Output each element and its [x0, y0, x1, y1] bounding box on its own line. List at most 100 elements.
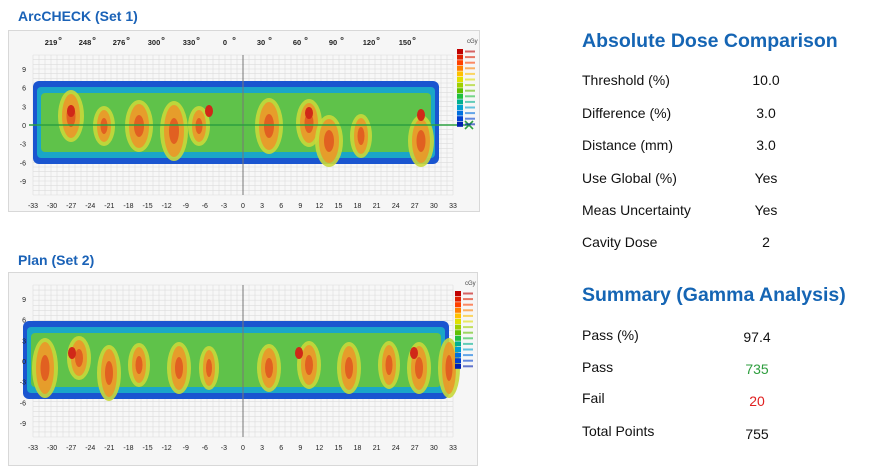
legend-swatch [457, 77, 463, 82]
difference-value: 3.0 [756, 105, 776, 121]
x-tick-label: -33 [28, 445, 38, 452]
legend-swatch [455, 330, 461, 336]
angle-label: 60 [293, 38, 301, 47]
x-tick-label: -6 [202, 445, 208, 452]
degree-symbol: o [412, 36, 416, 42]
legend-label-mark [463, 309, 473, 312]
legend-label-mark [465, 72, 475, 75]
y-tick-label: -9 [20, 421, 26, 428]
legend-swatch [457, 71, 463, 77]
pass-count-value: 735 [745, 361, 769, 377]
legend-swatch [455, 358, 461, 364]
legend-swatch [455, 307, 461, 313]
x-tick-label: -3 [221, 445, 227, 452]
dose-hotspot-core [40, 355, 50, 381]
legend-swatch [457, 121, 463, 127]
legend-label-mark [465, 117, 475, 120]
angle-label: 30 [257, 38, 265, 47]
x-tick-label: 15 [335, 445, 343, 452]
x-tick-label: -21 [104, 445, 114, 452]
legend-label-mark [465, 78, 475, 81]
y-tick-label: -3 [20, 142, 26, 149]
legend-swatch [455, 347, 461, 352]
legend-swatch [455, 302, 461, 308]
legend-label-mark [465, 106, 475, 109]
dose-hotspot-core [416, 130, 426, 152]
legend-label-mark [465, 89, 475, 92]
x-tick-label: 33 [449, 203, 457, 210]
degree-symbol: o [268, 36, 272, 42]
x-tick-label: -18 [123, 203, 133, 210]
x-tick-label: -9 [183, 445, 189, 452]
distance-value: 3.0 [756, 137, 776, 153]
arccheck-title: ArcCHECK (Set 1) [18, 8, 138, 24]
x-tick-label: -24 [85, 203, 95, 210]
dose-hotspot-core [264, 114, 274, 138]
dose-hotspot-core [75, 349, 83, 367]
dose-hotspot-core [445, 355, 453, 381]
legend-swatch [457, 82, 463, 88]
threshold-label: Threshold (%) [582, 72, 670, 88]
summary-heading: Summary (Gamma Analysis) [582, 284, 846, 306]
plan-dose-map[interactable]: 9 6 3 0 -3 -6 -9 -33 -30 -27 -24 -21 -18 -15 -12 -9 -6 -3… [8, 272, 478, 466]
use-global-value: Yes [754, 170, 778, 186]
x-tick-label: 18 [354, 203, 362, 210]
angle-label: 150 [399, 38, 412, 47]
legend-swatch [455, 319, 461, 324]
dose-hotspot-core [415, 357, 423, 379]
legend-label-mark [463, 359, 473, 362]
x-tick-label: -27 [66, 445, 76, 452]
angle-label: 330 [183, 38, 196, 47]
degree-symbol: o [340, 36, 344, 42]
legend-swatch [455, 363, 461, 369]
degree-symbol: o [376, 36, 380, 42]
legend-label-mark [465, 61, 475, 64]
legend-label-mark [465, 100, 475, 103]
legend-swatch [455, 341, 461, 347]
x-tick-label: -9 [183, 203, 189, 210]
y-tick-label: 0 [22, 123, 26, 130]
degree-symbol: o [232, 36, 236, 42]
threshold-value: 10.0 [752, 72, 780, 88]
legend-swatch [457, 65, 463, 71]
fail-count-value: 20 [749, 393, 765, 409]
legend-label-mark [463, 365, 473, 368]
total-points-label: Total Points [582, 423, 655, 439]
x-tick-label: 24 [392, 445, 400, 452]
legend-label-mark [465, 123, 475, 126]
legend-unit-label: cGy [467, 39, 478, 45]
angle-label: 248 [79, 38, 92, 47]
y-tick-label: -3 [20, 380, 26, 387]
legend-swatch [455, 335, 461, 341]
y-tick-label: 9 [22, 67, 26, 74]
x-tick-label: 6 [279, 203, 283, 210]
legend-label-mark [463, 314, 473, 317]
legend-label-mark [463, 320, 473, 323]
y-tick-label: -9 [20, 179, 26, 186]
dose-hotspots [32, 336, 460, 401]
meas-uncertainty-value: Yes [754, 202, 778, 218]
legend-swatch [455, 296, 461, 302]
legend-swatch [457, 49, 463, 54]
y-tick-label: -6 [20, 400, 26, 407]
angle-label: 90 [329, 38, 337, 47]
dose-hotspot-core [385, 355, 393, 375]
x-tick-label: 27 [411, 203, 419, 210]
legend-swatch [457, 110, 463, 116]
legend-label-mark [465, 56, 475, 59]
distance-label: Distance (mm) [582, 137, 674, 153]
x-tick-label: 9 [298, 445, 302, 452]
dose-hotspot-core [134, 115, 144, 137]
legend-swatch [457, 60, 463, 66]
legend-label-mark [465, 67, 475, 70]
y-tick-label: 6 [22, 86, 26, 93]
x-tick-label: 27 [411, 445, 419, 452]
x-tick-label: -3 [221, 203, 227, 210]
legend-label-mark [463, 298, 473, 301]
angle-label: 120 [363, 38, 376, 47]
arccheck-dose-map[interactable]: 9 6 3 0 -3 -6 -9 -33 -30 -27 -24 -21 -18 -15 -12 -9 -6 -3… [8, 30, 480, 212]
legend-label-mark [463, 354, 473, 357]
dose-hotspot-core [357, 127, 365, 145]
dose-hotspot-core [304, 113, 314, 133]
x-tick-label: 0 [241, 203, 245, 210]
